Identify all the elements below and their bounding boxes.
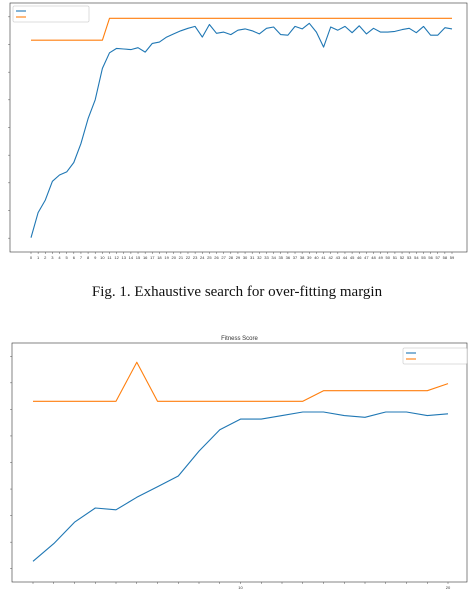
x-tick-label: 20 (446, 585, 451, 590)
chart-1: 0 1 2 3 4 5 6 7 8 9 10 11 12 13 14 15 16 17 18 19 20 21 22 23 24… (8, 2, 468, 260)
x-tick-label: 55 (421, 255, 426, 260)
caption-1-text: Fig. 1. Exhaustive search for over-fitti… (91, 284, 383, 300)
x-tick-label: 28 (229, 255, 234, 260)
x-tick-label: 50 (386, 255, 391, 260)
x-tick-label: 0 (30, 255, 33, 260)
x-tick-label: 40 (314, 255, 319, 260)
x-tick-label: 10 (238, 585, 243, 590)
x-tick-label: 43 (336, 255, 341, 260)
x-tick-label: 42 (328, 255, 333, 260)
x-tick-label: 10 (100, 255, 105, 260)
x-tick-label: 56 (428, 255, 433, 260)
x-tick-label: 25 (207, 255, 212, 260)
x-tick-label: 9 (94, 255, 97, 260)
x-tick-label: 6 (73, 255, 76, 260)
x-tick-label: 23 (193, 255, 198, 260)
x-tick-label: 52 (400, 255, 405, 260)
x-tick-label: 24 (200, 255, 205, 260)
x-tick-label: 31 (250, 255, 255, 260)
figure-1: 0 1 2 3 4 5 6 7 8 9 10 11 12 13 14 15 16 17 18 19 20 21 22 23 24… (0, 0, 474, 268)
series-line-1 (32, 411, 449, 562)
x-tick-label: 54 (414, 255, 419, 260)
x-tick-label: 11 (107, 255, 112, 260)
x-tick-label: 32 (257, 255, 262, 260)
x-tick-label: 14 (129, 255, 134, 260)
x-tick-label: 57 (436, 255, 441, 260)
x-tick-label: 36 (286, 255, 291, 260)
x-tick-label: 41 (321, 255, 326, 260)
x-tick-label: 26 (214, 255, 219, 260)
x-tick-label: 58 (443, 255, 448, 260)
x-tick-label: 13 (122, 255, 127, 260)
x-tick-label: 37 (293, 255, 298, 260)
x-tick-label: 20 (171, 255, 176, 260)
plot-frame (11, 342, 468, 583)
x-tick-label: 29 (236, 255, 241, 260)
x-tick-label: 49 (378, 255, 383, 260)
x-tick-label: 22 (186, 255, 191, 260)
x-tick-label: 1 (37, 255, 40, 260)
legend-box (402, 347, 468, 365)
figure-2: Fitness Score 10 20 (0, 334, 474, 596)
x-tick-label: 53 (407, 255, 412, 260)
series-line-2 (31, 17, 452, 41)
x-tick-label: 18 (157, 255, 162, 260)
x-tick-label: 17 (150, 255, 155, 260)
chart-2: Fitness Score 10 20 (10, 336, 468, 590)
x-tick-label: 48 (371, 255, 376, 260)
series-line-1 (30, 22, 453, 238)
x-tick-label: 30 (243, 255, 248, 260)
x-tick-label: 59 (450, 255, 455, 260)
x-tick-label: 15 (136, 255, 141, 260)
x-tick-label: 47 (364, 255, 369, 260)
x-tick-label: 19 (164, 255, 169, 260)
x-tick-label: 2 (44, 255, 47, 260)
x-tick-label: 21 (179, 255, 184, 260)
figure-1-caption: Fig. 1. Exhaustive search for over-fitti… (0, 284, 474, 301)
x-tick-label: 44 (343, 255, 348, 260)
x-tick-label: 8 (87, 255, 90, 260)
x-tick-label: 39 (307, 255, 312, 260)
x-tick-label: 5 (66, 255, 69, 260)
x-tick-label: 27 (221, 255, 226, 260)
x-tick-label: 33 (264, 255, 269, 260)
x-tick-label: 3 (51, 255, 54, 260)
x-tick-label: 12 (114, 255, 119, 260)
x-tick-label: 35 (279, 255, 284, 260)
chart-title: Fitness Score (221, 336, 258, 342)
x-tick-label: 51 (393, 255, 398, 260)
x-tick-label: 45 (350, 255, 355, 260)
x-tick-label: 16 (143, 255, 148, 260)
x-tick-label: 34 (271, 255, 276, 260)
x-tick-label: 38 (300, 255, 305, 260)
x-tick-label: 7 (80, 255, 83, 260)
series-line-2 (33, 361, 449, 402)
x-tick-label: 46 (357, 255, 362, 260)
legend-box (12, 5, 90, 23)
x-tick-label: 4 (58, 255, 61, 260)
